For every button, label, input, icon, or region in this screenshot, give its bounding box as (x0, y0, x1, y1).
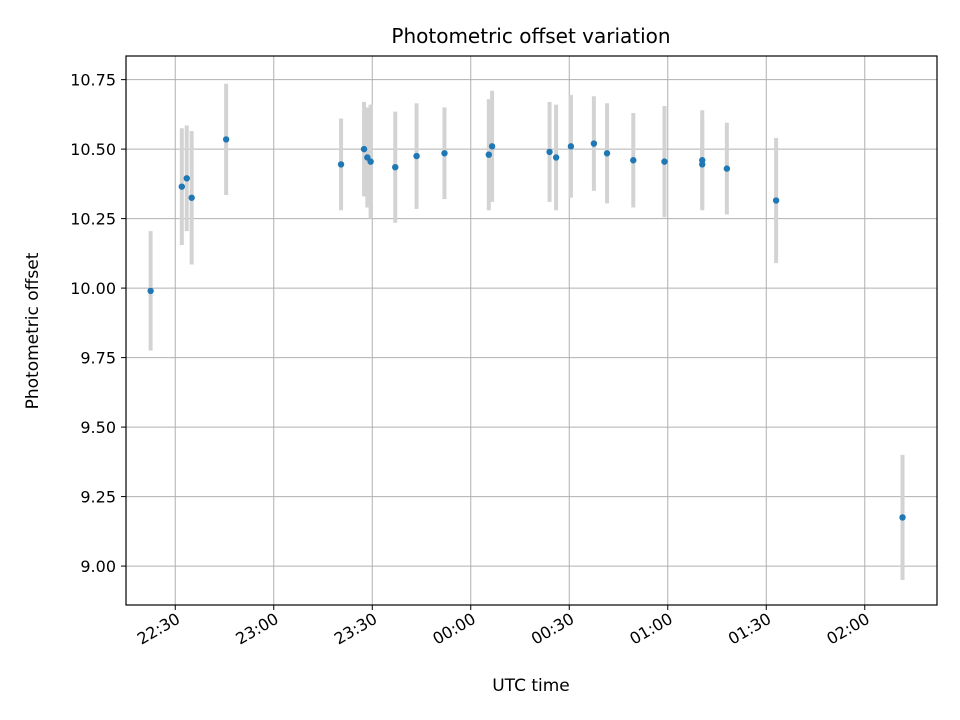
data-point (899, 514, 906, 521)
data-point (360, 145, 368, 153)
chart-title: Photometric offset variation (391, 24, 670, 48)
y-tick-label: 10.50 (70, 140, 116, 159)
data-point (188, 194, 195, 201)
plot-frame (125, 55, 938, 606)
data-point (699, 161, 706, 168)
data-point (441, 150, 448, 157)
y-tick-label: 9.00 (80, 557, 116, 576)
data-point (413, 152, 420, 160)
data-point (630, 157, 637, 164)
data-point (337, 161, 345, 168)
y-tick-label: 10.00 (70, 279, 116, 298)
y-tick-label: 9.25 (80, 488, 116, 507)
data-point (485, 151, 493, 158)
data-point (603, 150, 611, 157)
y-tick-label: 10.25 (70, 210, 116, 229)
data-point (590, 140, 598, 147)
data-points (147, 136, 906, 521)
data-point (183, 175, 190, 182)
data-point (661, 158, 668, 165)
y-tick-label: 9.75 (80, 349, 116, 368)
data-point (178, 183, 186, 190)
data-point (772, 197, 780, 204)
grid (126, 56, 937, 605)
x-axis-label: UTC time (492, 676, 570, 696)
y-tick-label: 10.75 (70, 71, 116, 90)
y-axis-label: Photometric offset (23, 252, 43, 409)
data-point (222, 136, 230, 143)
y-tick-label: 9.50 (80, 418, 116, 437)
data-point (723, 165, 731, 172)
data-point (147, 287, 154, 295)
data-point (392, 163, 399, 171)
y-axis: 9.00 9.25 9.50 9.75 10.00 10.25 10.50 10.75 (70, 71, 126, 576)
data-point (488, 143, 496, 150)
data-point (552, 154, 560, 161)
data-point (567, 143, 575, 150)
data-point (367, 158, 374, 165)
data-point (546, 148, 553, 156)
